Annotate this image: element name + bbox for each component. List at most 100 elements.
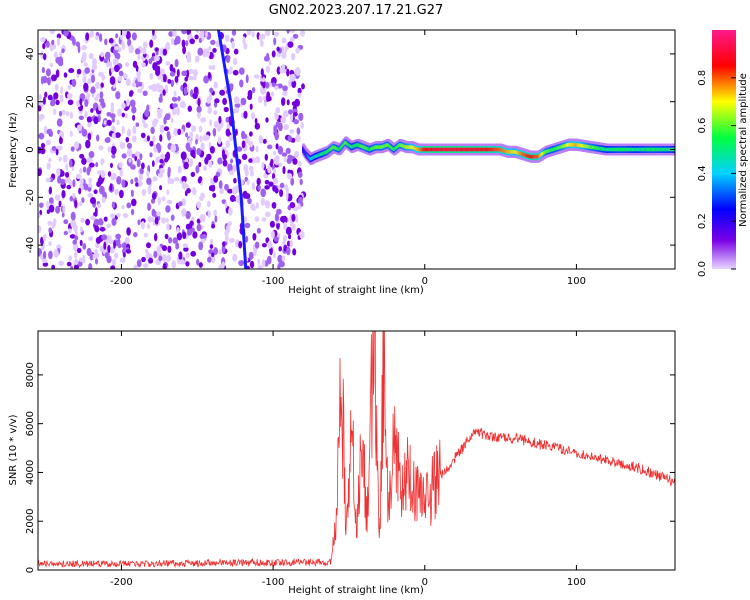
noise-blob: [282, 110, 289, 118]
noise-blob: [74, 141, 79, 150]
noise-blob: [243, 110, 248, 119]
colorbar: 0.0 0.2 0.4 0.6 0.8 Normalized spectral ampl…: [697, 30, 749, 277]
noise-blob: [156, 65, 161, 72]
noise-blob: [181, 175, 187, 183]
noise-blob: [277, 254, 283, 263]
noise-blob: [100, 82, 104, 88]
noise-blob: [95, 258, 98, 265]
noise-blob: [87, 78, 92, 85]
noise-blob: [290, 177, 295, 186]
noise-blob: [215, 171, 221, 178]
noise-blob: [196, 111, 201, 119]
noise-blob: [163, 116, 167, 125]
noise-blob: [165, 61, 171, 66]
noise-blob: [207, 106, 213, 114]
noise-blob: [295, 214, 299, 223]
noise-blob: [248, 251, 254, 260]
noise-blob: [87, 187, 92, 192]
noise-blob: [271, 91, 275, 97]
noise-blob: [249, 131, 253, 137]
noise-blob: [152, 30, 155, 36]
noise-blob: [197, 97, 201, 107]
noise-blob: [109, 76, 116, 85]
noise-blob: [254, 241, 260, 249]
noise-blob: [81, 197, 85, 204]
noise-blob: [284, 45, 288, 53]
spectrogram-x-tick-label: 100: [567, 276, 586, 287]
noise-blob: [130, 164, 136, 170]
noise-blob: [84, 110, 88, 119]
noise-blob: [244, 222, 251, 229]
noise-blob: [271, 77, 277, 85]
noise-blob: [140, 132, 146, 139]
noise-blob: [79, 178, 84, 186]
noise-blob: [51, 264, 56, 269]
noise-blob: [73, 264, 79, 269]
noise-blob: [130, 178, 134, 185]
noise-blob: [169, 71, 176, 77]
noise-blob: [56, 37, 61, 46]
noise-blob: [274, 113, 279, 120]
noise-blob: [61, 48, 65, 54]
noise-blob: [170, 143, 176, 153]
snr-plot-area: [38, 331, 675, 569]
noise-blob: [183, 161, 189, 170]
noise-blob: [188, 76, 195, 81]
colorbar-tick-label: 0.8: [697, 70, 708, 86]
noise-blob: [153, 144, 157, 153]
noise-blob: [242, 36, 246, 45]
noise-blob: [48, 240, 52, 247]
noise-blob: [137, 75, 141, 83]
noise-blob: [52, 218, 57, 227]
noise-blob: [112, 58, 119, 66]
noise-blob: [217, 136, 222, 145]
noise-blob: [163, 74, 167, 83]
noise-blob: [265, 65, 271, 74]
noise-blob: [76, 124, 82, 132]
noise-blob: [242, 133, 248, 139]
noise-blob: [38, 105, 42, 112]
noise-blob: [49, 30, 55, 35]
noise-blob: [95, 242, 100, 249]
noise-blob: [86, 167, 91, 176]
noise-blob: [298, 160, 302, 167]
noise-blob: [137, 88, 143, 93]
noise-blob: [122, 73, 128, 79]
noise-blob: [168, 237, 173, 244]
noise-blob: [195, 165, 200, 174]
noise-blob: [95, 81, 100, 90]
noise-blob: [86, 247, 92, 257]
noise-blob: [263, 101, 267, 107]
noise-blob: [281, 215, 288, 224]
noise-blob: [121, 204, 125, 210]
noise-blob: [172, 30, 177, 37]
noise-blob: [40, 51, 44, 60]
noise-blob: [94, 252, 100, 259]
noise-blob: [231, 30, 237, 36]
noise-blob: [150, 126, 155, 135]
noise-blob: [282, 166, 286, 175]
noise-blob: [276, 66, 281, 75]
noise-blob: [87, 132, 92, 141]
noise-blob: [297, 171, 303, 178]
noise-blob: [281, 152, 288, 157]
noise-blob: [118, 70, 124, 77]
noise-blob: [233, 48, 239, 55]
noise-blob: [151, 160, 155, 168]
noise-blob: [38, 168, 42, 177]
noise-blob: [81, 45, 87, 51]
noise-blob: [208, 161, 213, 168]
noise-blob: [294, 98, 300, 107]
noise-blob: [264, 185, 270, 190]
noise-blob: [270, 230, 275, 239]
noise-blob: [125, 137, 130, 143]
noise-blob: [149, 72, 154, 80]
noise-blob: [116, 119, 120, 126]
noise-blob: [88, 151, 95, 158]
noise-blob: [278, 246, 283, 252]
noise-blob: [60, 178, 66, 185]
noise-blob: [264, 179, 270, 185]
noise-blob: [150, 56, 155, 62]
noise-blob: [125, 78, 131, 87]
spectrogram-x-axis-label: Height of straight line (km): [288, 285, 424, 296]
